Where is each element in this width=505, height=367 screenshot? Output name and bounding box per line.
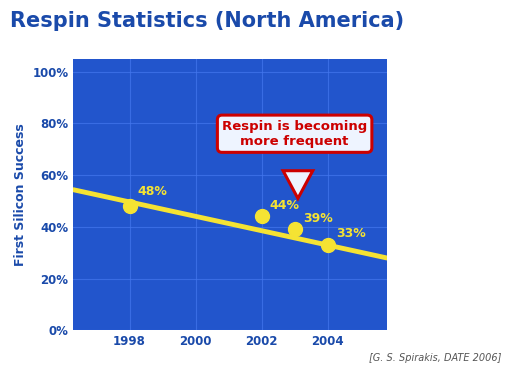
Text: 39%: 39% [302,212,332,225]
Point [323,242,331,248]
Point [257,214,265,219]
Text: Respin Statistics (North America): Respin Statistics (North America) [10,11,403,31]
Y-axis label: First Silicon Success: First Silicon Success [14,123,27,266]
Point [125,203,133,209]
Polygon shape [282,171,312,199]
Text: Respin is becoming
more frequent: Respin is becoming more frequent [222,120,367,197]
Point [290,226,298,232]
Text: [G. S. Spirakis, DATE 2006]: [G. S. Spirakis, DATE 2006] [368,353,500,363]
Text: 44%: 44% [269,199,299,212]
Text: 48%: 48% [137,185,167,197]
Text: 33%: 33% [335,227,365,240]
